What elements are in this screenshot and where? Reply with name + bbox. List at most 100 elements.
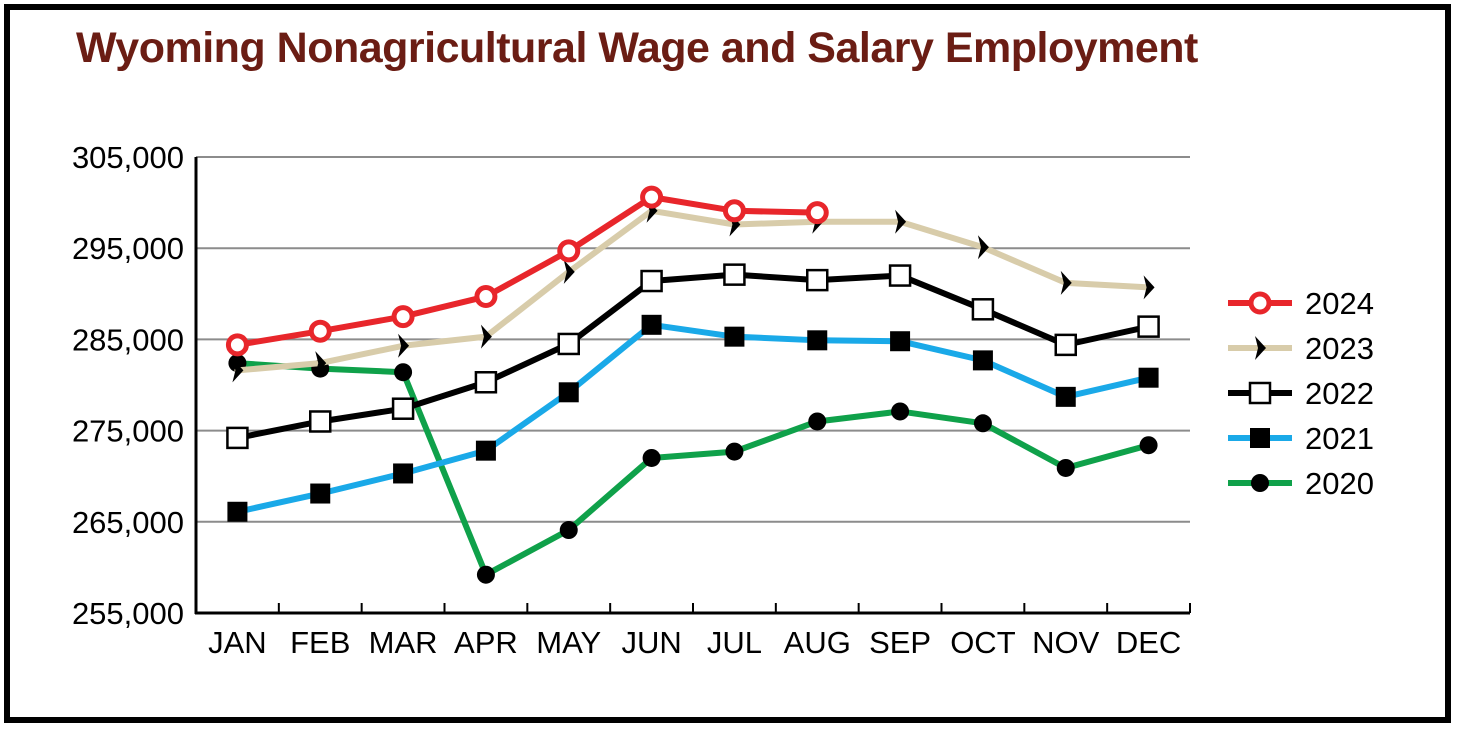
data-point [1060,270,1072,295]
x-tick-label: OCT [950,625,1016,660]
legend: 2024 2023 2022 2021 2020 [1228,286,1374,501]
data-point [474,371,498,394]
series-line [234,207,1152,374]
data-point [563,259,575,284]
x-tick-label: JUL [707,625,762,660]
series-2021 [227,314,1159,522]
data-point [557,239,581,263]
x-tick-label: MAY [536,625,601,660]
data-point [1250,428,1270,448]
data-point [1055,386,1076,407]
series-line [234,360,1152,578]
x-tick-label: FEB [290,625,350,660]
x-tick-label: JAN [208,625,267,660]
data-point [226,426,249,450]
series-line [234,321,1152,515]
series-2023 [232,198,1155,383]
data-point [1137,315,1160,338]
data-point [1143,275,1155,300]
data-point [1138,367,1159,388]
data-point [310,483,331,504]
data-point [972,350,993,371]
data-point [725,442,744,461]
y-tick-labels: 255,000 265,000 275,000 285,000 295,000 305,0… [72,140,184,631]
data-point [640,185,664,209]
data-point [480,324,492,349]
data-point [722,199,746,223]
legend-item-2024: 2024 [1228,286,1374,321]
data-point [973,414,992,433]
legend-item-2020: 2020 [1228,466,1374,501]
data-point [723,263,746,286]
data-point [805,201,829,225]
data-point [807,330,828,351]
data-point [1251,474,1269,492]
legend-item-2021: 2021 [1228,421,1374,456]
y-tick-label: 265,000 [72,505,184,540]
data-point [642,448,661,467]
x-tick-label: SEP [869,625,931,660]
data-point [398,333,410,358]
x-tick-label: APR [454,625,518,660]
data-point [1054,333,1077,357]
data-point [393,463,414,484]
y-tick-label: 275,000 [72,414,184,449]
x-tick-label: AUG [784,625,851,660]
legend-label: 2023 [1305,331,1374,366]
data-point [806,268,829,292]
data-point [391,305,415,329]
data-point [308,319,332,343]
data-point [891,402,910,421]
x-tick-label: DEC [1116,625,1181,660]
chart-title: Wyoming Nonagricultural Wage and Salary … [76,24,1198,72]
data-point [475,440,496,461]
data-point [1139,436,1158,455]
data-point [890,331,911,352]
data-point [724,326,745,347]
data-point [558,382,579,403]
data-point [977,235,989,260]
data-point [1248,291,1272,315]
data-point [888,264,912,287]
series-line [234,194,821,348]
series-2020 [228,354,1158,584]
y-tick-label: 255,000 [72,596,184,631]
legend-label: 2020 [1305,466,1374,501]
axes [194,157,1191,615]
data-point [808,412,827,431]
data-point [391,397,415,420]
series-2024 [225,185,829,357]
data-point [641,314,662,335]
legend-label: 2021 [1305,421,1374,456]
data-point [227,501,248,522]
data-point [474,285,498,309]
data-point [225,333,249,357]
series-lines [225,185,1160,584]
y-tick-label: 295,000 [72,231,184,266]
data-point [557,332,580,356]
series-2022 [226,263,1160,450]
data-point [476,565,495,584]
data-point [971,298,995,321]
data-point [640,269,663,293]
gridlines [196,156,1190,523]
data-point [895,209,907,234]
legend-item-2022: 2022 [1228,376,1374,411]
data-point [315,351,327,376]
y-tick-label: 305,000 [72,140,184,175]
data-point [394,363,413,382]
x-tick-label: MAR [369,625,438,660]
data-point [1056,458,1075,477]
legend-label: 2022 [1305,376,1374,411]
x-tick-label: JUN [621,625,681,660]
legend-label: 2024 [1305,286,1374,321]
legend-item-2023: 2023 [1228,331,1374,366]
y-tick-label: 285,000 [72,322,184,357]
data-point [1248,381,1272,405]
data-point [232,358,244,383]
data-point [309,410,332,433]
x-tick-labels: JAN FEB MAR APR MAY JUN JUL AUG SEP OCT NOV DEC [208,625,1181,660]
series-line [234,271,1152,441]
data-point [559,521,578,540]
